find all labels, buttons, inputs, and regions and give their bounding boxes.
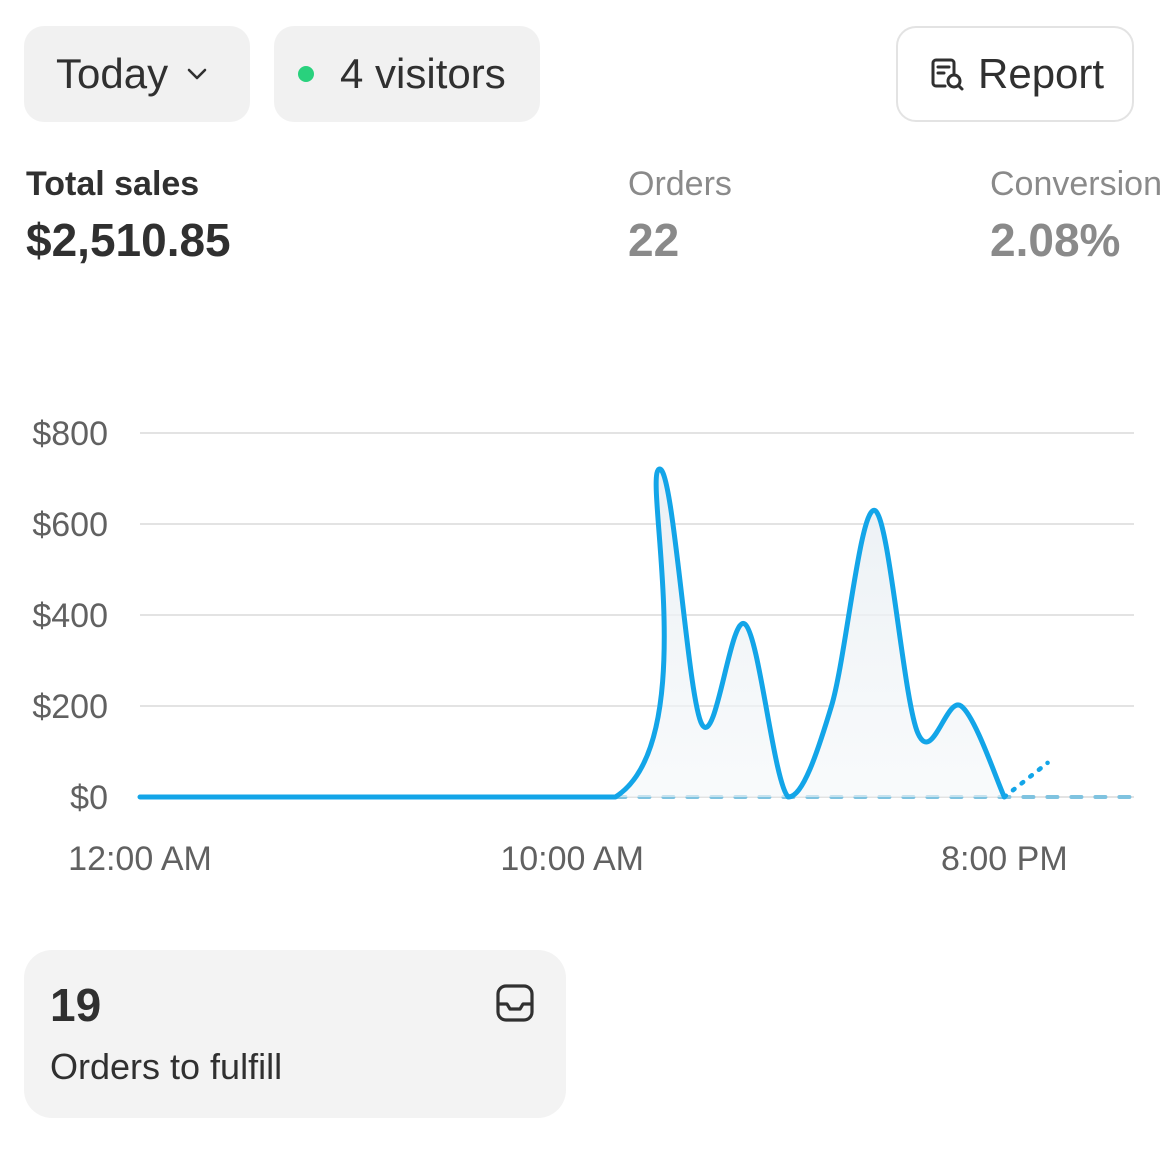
- x-tick-label: 10:00 AM: [500, 840, 644, 878]
- orders-label: Orders: [628, 165, 732, 203]
- y-tick-label: $600: [32, 506, 108, 544]
- conversion-value: 2.08%: [990, 214, 1121, 266]
- y-tick-label: $0: [70, 779, 108, 817]
- date-range-label: Today: [56, 50, 169, 97]
- sales-area-fill: [140, 468, 1005, 797]
- total-sales-label: Total sales: [26, 165, 200, 203]
- inbox-icon: [494, 982, 536, 1029]
- orders-to-fulfill-card[interactable]: 19 Orders to fulfill: [24, 950, 566, 1118]
- sales-line: [137, 466, 1007, 800]
- total-sales-metric[interactable]: Total sales $2,510.85: [26, 164, 231, 270]
- live-status-dot: [298, 66, 314, 82]
- fulfill-label: Orders to fulfill: [50, 1046, 283, 1087]
- total-sales-value: $2,510.85: [26, 214, 231, 266]
- x-tick-label: 12:00 AM: [68, 840, 212, 878]
- chevron-down-icon: [184, 61, 210, 87]
- date-range-selector[interactable]: Today: [24, 26, 250, 122]
- fulfill-count: 19: [50, 979, 102, 1031]
- orders-metric[interactable]: Orders 22: [628, 164, 732, 270]
- x-axis: 12:00 AM 10:00 AM 8:00 PM: [68, 840, 1067, 878]
- conversion-label: Conversion: [990, 165, 1162, 203]
- report-label: Report: [978, 50, 1105, 97]
- sales-chart[interactable]: $800 $600 $400 $200 $0 12:00 AM 10:00 AM 8:00 …: [0, 380, 1168, 900]
- conversion-metric[interactable]: Conversion 2.08%: [990, 164, 1162, 270]
- visitors-label: 4 visitors: [340, 50, 506, 97]
- orders-value: 22: [628, 214, 680, 266]
- x-tick-label: 8:00 PM: [941, 840, 1068, 878]
- y-tick-label: $400: [32, 597, 108, 635]
- y-tick-label: $800: [32, 415, 108, 453]
- live-visitors-pill[interactable]: 4 visitors: [274, 26, 540, 122]
- report-search-icon: [928, 55, 966, 93]
- report-button[interactable]: Report: [896, 26, 1134, 122]
- y-tick-label: $200: [32, 688, 108, 726]
- y-axis: $800 $600 $400 $200 $0: [32, 415, 108, 817]
- chart-series: [137, 466, 1136, 800]
- projected-sales-line: [1002, 760, 1050, 800]
